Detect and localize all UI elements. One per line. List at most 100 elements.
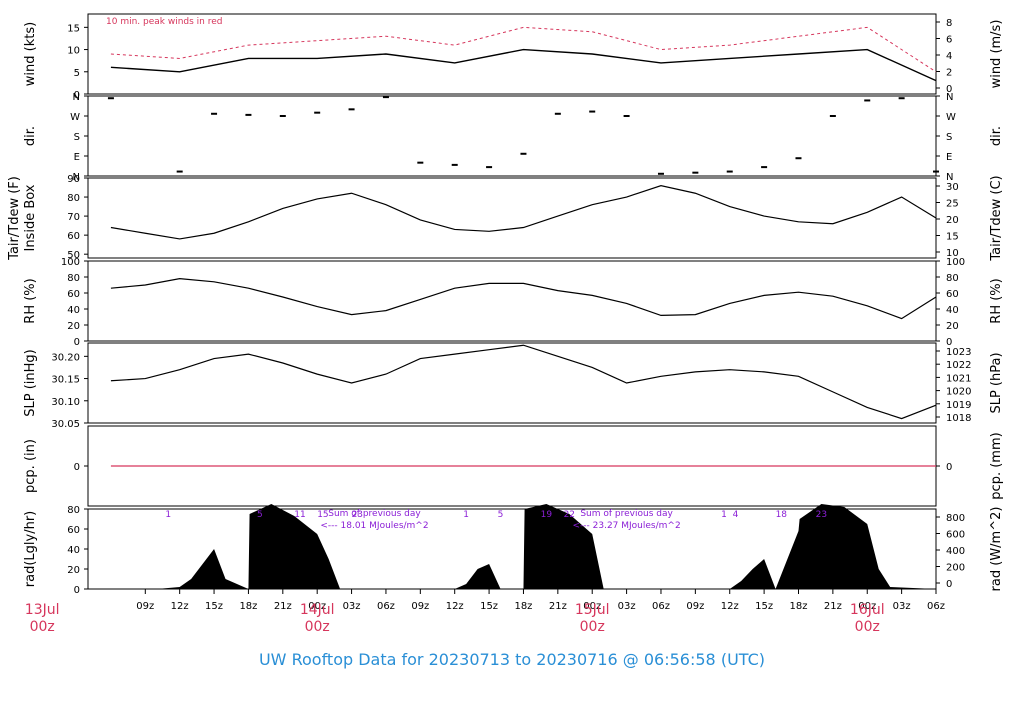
rad-sum-line2: <--- 23.27 MJoules/m^2 [572, 521, 680, 531]
figure-title: UW Rooftop Data for 20230713 to 20230716… [259, 650, 765, 669]
dir-point [864, 99, 871, 102]
ytick-label-right-rad: 400 [946, 546, 965, 557]
ytick-label-left-rad: 80 [67, 505, 80, 516]
rad-hour-mark: 1 [721, 510, 727, 520]
dir-point [176, 170, 183, 173]
ytick-label-right-dir: N [946, 92, 953, 103]
rad-hour-mark: 19 [541, 510, 553, 520]
ytick-label-left-rad: 60 [67, 525, 80, 536]
panel-frame-slp [87, 342, 937, 424]
series-line-wind-0 [110, 48, 937, 82]
ytick-label-left-slp: 30.20 [51, 352, 80, 363]
ytick-label-left-rh: 40 [67, 305, 80, 316]
xtick-label: 21z [824, 601, 842, 612]
ylabel-right-dir: dir. [989, 126, 1004, 146]
dir-point [348, 108, 355, 111]
day-label-time: 00z [305, 619, 330, 635]
ytick-label-right-dir: S [946, 132, 952, 143]
ytick-label-right-rh: 40 [946, 305, 959, 316]
annotation-wind: 10 min. peak winds in red [106, 17, 223, 27]
xtick-label: 00z [858, 601, 876, 612]
xtick-label: 09z [686, 601, 704, 612]
day-label-time: 00z [30, 619, 55, 635]
ytick-label-right-wind: 4 [946, 51, 952, 62]
xtick-label: 03z [343, 601, 361, 612]
ytick-label-left-rh: 80 [67, 273, 80, 284]
ytick-label-right-temp: 30 [946, 182, 959, 193]
dir-point [589, 110, 596, 113]
rad-sum-line2: <--- 18.01 MJoules/m^2 [320, 521, 428, 531]
dir-point [382, 96, 389, 99]
xtick-label: 06z [652, 601, 670, 612]
ytick-label-left-temp: 60 [67, 231, 80, 242]
ytick-label-left-wind: 10 [67, 46, 80, 57]
dir-point [726, 170, 733, 173]
ytick-label-right-wind: 6 [946, 35, 952, 46]
ytick-label-right-rh: 20 [946, 321, 959, 332]
ytick-label-left-slp: 30.15 [51, 375, 80, 386]
ytick-label-right-rad: 0 [946, 579, 952, 590]
ytick-label-right-dir: N [946, 172, 953, 183]
ytick-label-left-dir: E [74, 152, 80, 163]
ylabel-left-slp: SLP (inHg) [23, 349, 38, 417]
panel-frame-wind [87, 13, 937, 95]
rad-area [110, 504, 936, 589]
day-label-date: 14Jul [300, 602, 335, 618]
rad-hour-mark: 1 [463, 510, 469, 520]
ylabel-left-temp-a: Inside Box [23, 184, 38, 251]
xtick-label: 18z [239, 601, 257, 612]
dir-point [451, 163, 458, 166]
ytick-label-left-rh: 0 [74, 337, 80, 348]
ytick-label-right-rad: 600 [946, 530, 965, 541]
ytick-label-right-slp: 1023 [946, 347, 971, 358]
ytick-label-right-wind: 2 [946, 68, 952, 79]
day-label-time: 00z [855, 619, 880, 635]
ytick-label-left-wind: 5 [74, 68, 80, 79]
ytick-label-right-slp: 1020 [946, 387, 971, 398]
xtick-label: 06z [377, 601, 395, 612]
rad-hour-mark: 1 [165, 510, 171, 520]
dir-point [245, 113, 252, 116]
dir-point [657, 172, 664, 175]
ylabel-right-rad: rad (W/m^2) [989, 507, 1004, 592]
rad-sum-line1: Sum of previous day [580, 509, 673, 519]
xtick-label: 15z [480, 601, 498, 612]
ytick-label-right-temp: 10 [946, 248, 959, 259]
ytick-label-right-rh: 100 [946, 257, 965, 268]
panel-frame-dir [87, 95, 937, 177]
series-line-rh [110, 277, 937, 320]
ytick-label-right-rh: 0 [946, 337, 952, 348]
ytick-label-right-wind: 8 [946, 18, 952, 29]
ytick-label-right-wind: 0 [946, 84, 952, 95]
xtick-label: 00z [583, 601, 601, 612]
ylabel-right-rh: RH (%) [989, 278, 1004, 323]
dir-point [795, 157, 802, 160]
xtick-label: 06z [927, 601, 945, 612]
ytick-label-right-temp: 15 [946, 232, 959, 243]
day-label-date: 13Jul [25, 602, 60, 618]
xtick-label: 09z [136, 601, 154, 612]
rad-hour-mark: 23 [352, 510, 363, 520]
ytick-label-left-temp: 70 [67, 212, 80, 223]
ytick-label-right-rad: 200 [946, 563, 965, 574]
rad-hour-mark: 5 [257, 510, 263, 520]
xtick-label: 00z [308, 601, 326, 612]
panel-frame-temp [87, 177, 937, 259]
dir-point [898, 97, 905, 100]
day-label-time: 00z [580, 619, 605, 635]
ytick-label-left-pcp: 0 [74, 462, 80, 473]
ytick-label-right-rad: 800 [946, 513, 965, 524]
ytick-label-left-rad: 0 [74, 585, 80, 596]
rad-hour-mark: 5 [498, 510, 504, 520]
day-label-date: 15Jul [575, 602, 610, 618]
ylabel-left-pcp: pcp. (in) [23, 439, 38, 493]
dir-point [692, 171, 699, 174]
ytick-label-right-rh: 80 [946, 273, 959, 284]
ylabel-left-temp-b: Tair/Tdew (F) [7, 176, 22, 261]
dir-point [211, 112, 218, 115]
ytick-label-left-rh: 100 [61, 257, 80, 268]
ytick-label-left-rh: 60 [67, 289, 80, 300]
ytick-label-right-temp: 25 [946, 199, 959, 210]
